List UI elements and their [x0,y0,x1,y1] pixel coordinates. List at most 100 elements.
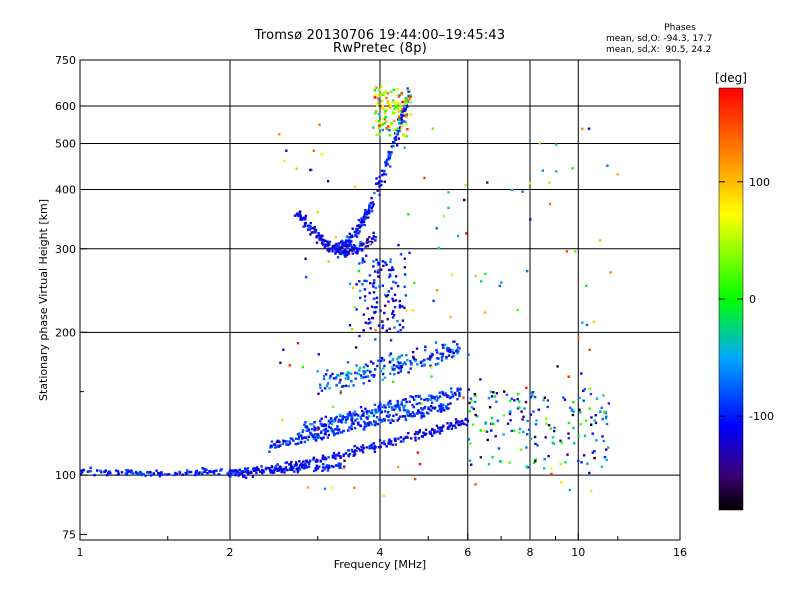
data-point [377,98,381,101]
data-point [378,88,381,91]
data-point [603,456,607,459]
data-point [406,128,409,131]
data-point [516,407,520,410]
data-point [368,242,372,245]
data-point [352,454,355,457]
data-point [245,468,248,471]
data-point [215,469,218,472]
data-point [328,247,331,250]
data-point [372,442,375,445]
data-point [362,366,366,369]
data-point [323,432,327,436]
data-point [429,430,432,433]
data-point [376,189,380,192]
data-point [236,471,239,474]
data-point [298,468,302,471]
data-point [330,430,334,433]
data-point [456,387,459,390]
data-point [593,419,596,422]
data-point [359,374,363,377]
data-point [404,417,407,420]
data-point [314,231,317,234]
data-point [401,110,404,113]
data-point [401,305,404,308]
data-point [317,392,320,395]
data-point [457,350,460,353]
data-point [301,217,304,220]
data-point [238,468,241,471]
data-point [290,468,293,472]
data-point [316,459,319,462]
data-point [484,422,487,425]
data-point [371,240,374,244]
data-point [327,423,330,426]
data-point [392,299,395,303]
data-point [484,272,487,276]
data-point [447,427,450,430]
data-point [388,134,392,137]
data-point [358,224,361,227]
data-point [590,416,593,419]
data-point [402,407,405,410]
data-point [454,418,458,421]
data-point [330,417,333,420]
data-point [520,410,523,413]
data-point [304,275,308,279]
data-point [352,450,356,453]
data-point [581,127,584,131]
data-point [320,153,323,156]
data-point [382,367,385,370]
data-point [350,428,353,431]
data-point [534,460,537,463]
grid [80,60,680,540]
data-point [218,473,221,476]
data-point [435,357,439,360]
data-point [370,423,374,426]
data-point [285,461,289,464]
data-point [390,418,393,422]
data-point [397,95,400,98]
data-point [302,225,305,228]
data-point [270,440,274,443]
data-point [116,470,120,473]
data-point [388,273,392,276]
data-point [324,457,328,461]
data-point [367,423,370,426]
data-point [296,471,300,474]
data-point [372,281,376,285]
data-point [387,300,390,303]
data-point [138,470,142,474]
data-point [335,453,338,456]
data-point [374,410,377,413]
data-point [599,410,602,413]
data-point [421,435,424,438]
data-point [383,419,386,422]
data-point [348,426,351,429]
data-point [603,411,606,414]
data-point [413,398,416,401]
data-point [345,418,348,422]
data-point [369,371,372,374]
data-point [393,128,396,131]
data-point [375,177,378,180]
data-point [408,88,411,92]
data-point [384,173,388,176]
data-point [382,417,386,421]
data-point [510,397,513,400]
data-point [283,440,286,443]
data-point [442,424,445,427]
data-point [312,227,316,230]
data-point [397,114,401,117]
data-point [468,401,471,405]
data-point [347,429,350,432]
data-point [152,472,155,475]
data-point [377,263,380,266]
data-point [429,364,432,367]
data-point [404,97,407,100]
data-point [284,461,287,465]
data-point [389,399,392,403]
data-point [404,120,407,124]
data-point [127,469,130,472]
data-point [350,417,354,420]
data-point [489,390,493,393]
